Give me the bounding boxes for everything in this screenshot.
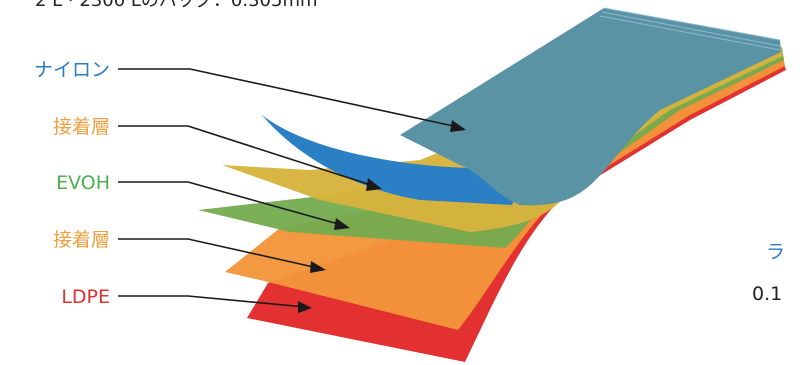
header-text: 2 L · 2300 Lのバッグ：0.305mm: [35, 0, 318, 11]
arrowhead-adhesive-bottom: [310, 261, 326, 273]
arrowhead-nylon: [450, 120, 466, 132]
pointer-arrowheads: [298, 120, 466, 313]
arrowhead-evoh: [334, 218, 350, 230]
layer-label-nylon: ナイロン: [34, 59, 110, 81]
pointer-adhesive-bottom: [118, 238, 319, 269]
arrowhead-ldpe: [298, 301, 312, 313]
pointer-lines: [118, 68, 459, 308]
layer-label-evoh: EVOH: [56, 172, 110, 194]
pointer-ldpe: [118, 295, 306, 308]
pointer-nylon: [118, 68, 459, 128]
layer-sheets: [198, 7, 786, 362]
side-text-top: ラ: [766, 241, 785, 263]
layer-labels: ナイロン 接着層 EVOH 接着層 LDPE: [34, 59, 110, 308]
arrowhead-adhesive-top: [366, 178, 382, 191]
pointer-evoh: [118, 181, 343, 226]
layer-label-ldpe: LDPE: [61, 286, 110, 308]
sheet-edge-lines: [599, 7, 781, 51]
layer-label-adhesive-bottom: 接着層: [53, 229, 110, 251]
layer-label-adhesive-top: 接着層: [53, 116, 110, 138]
side-text-bottom: 0.1: [752, 283, 782, 305]
sheet-nylon-curl: [262, 115, 515, 205]
sheet-nylon: [400, 8, 781, 206]
pointer-adhesive-top: [118, 125, 375, 187]
